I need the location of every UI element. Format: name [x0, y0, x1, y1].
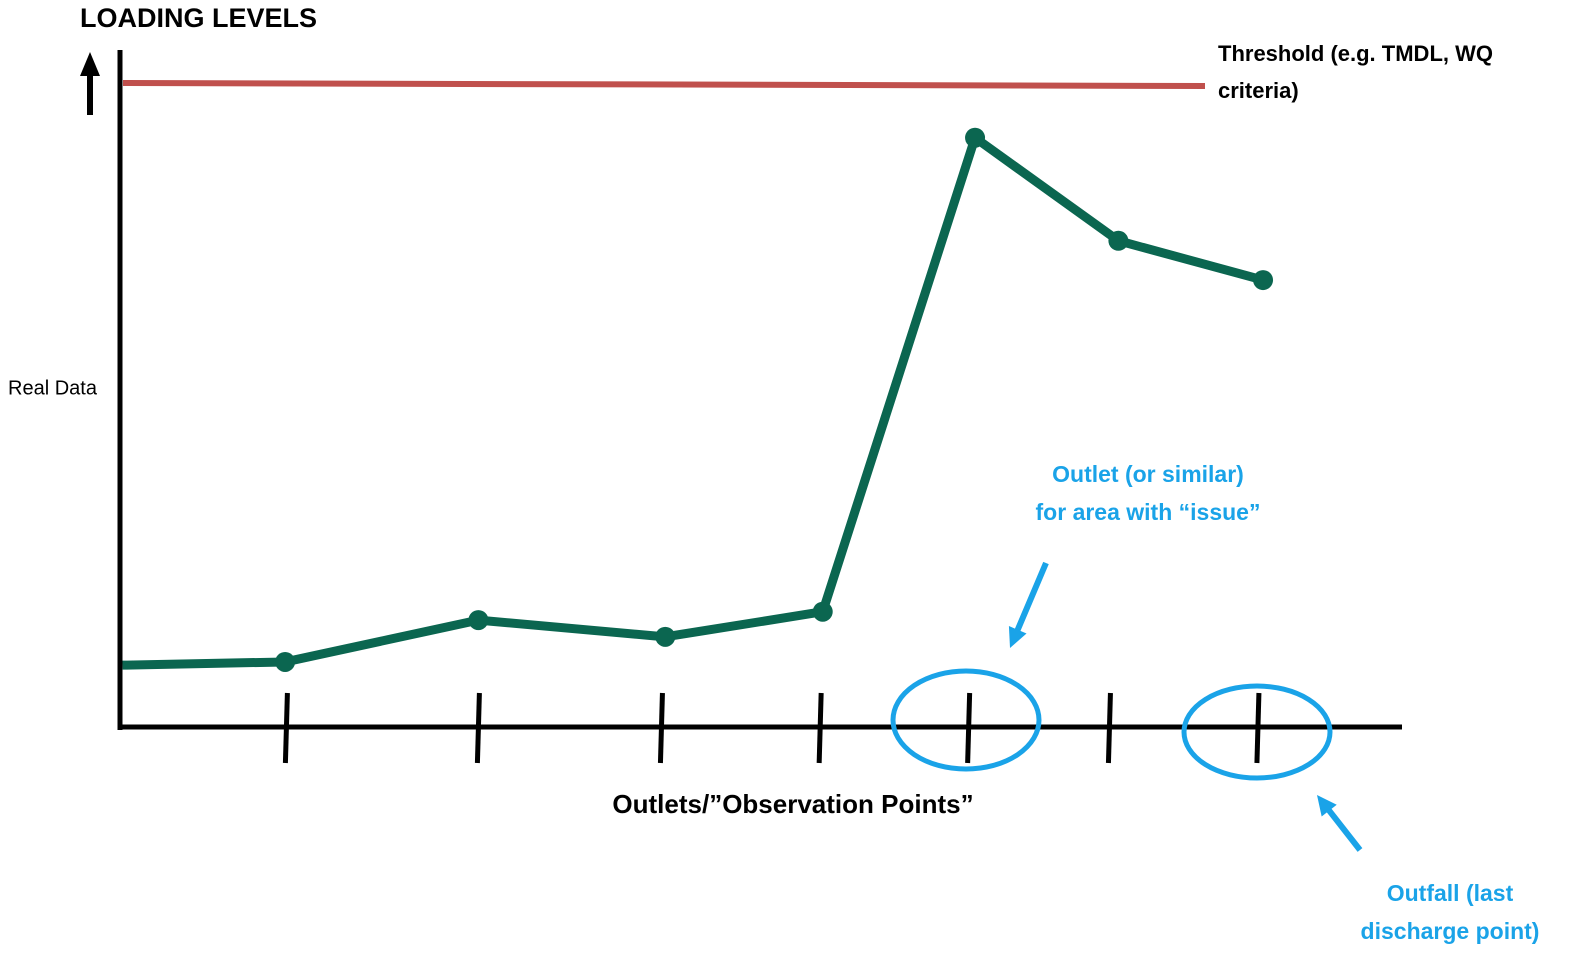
y-arrow-head	[80, 52, 100, 76]
threshold-line	[122, 80, 1206, 89]
data-point	[965, 127, 986, 148]
annotation: for area with “issue”	[1036, 499, 1261, 525]
y-axis-label: Real Data	[8, 377, 98, 399]
data-point	[468, 610, 489, 631]
annotation: Outfall (last	[1387, 880, 1514, 906]
data-point	[1253, 270, 1274, 291]
data-line	[122, 133, 1265, 670]
x-tick	[965, 692, 973, 764]
data-point	[1108, 230, 1129, 251]
x-tick	[474, 692, 482, 764]
annotation-arrow	[1322, 802, 1363, 852]
x-axis-label: Outlets/”Observation Points”	[612, 789, 973, 819]
annotation: Outlet (or similar)	[1052, 461, 1244, 487]
data-point	[655, 626, 676, 647]
x-tick	[1105, 692, 1113, 764]
threshold-label: Threshold (e.g. TMDL, WQ	[1218, 41, 1493, 66]
x-tick	[657, 692, 665, 764]
annotation-arrow-head	[1317, 795, 1337, 817]
data-point	[275, 651, 296, 672]
x-tick	[1254, 692, 1262, 764]
x-tick	[282, 692, 290, 764]
data-point	[812, 601, 833, 622]
chart-title: LOADING LEVELS	[80, 3, 317, 33]
x-tick	[816, 692, 824, 764]
highlight-circle	[890, 668, 1042, 772]
annotation-arrow-head	[1008, 626, 1027, 648]
threshold-label: criteria)	[1218, 78, 1299, 103]
annotation: discharge point)	[1361, 918, 1540, 944]
highlight-circle	[1181, 683, 1333, 781]
annotation-arrow	[1011, 561, 1049, 639]
